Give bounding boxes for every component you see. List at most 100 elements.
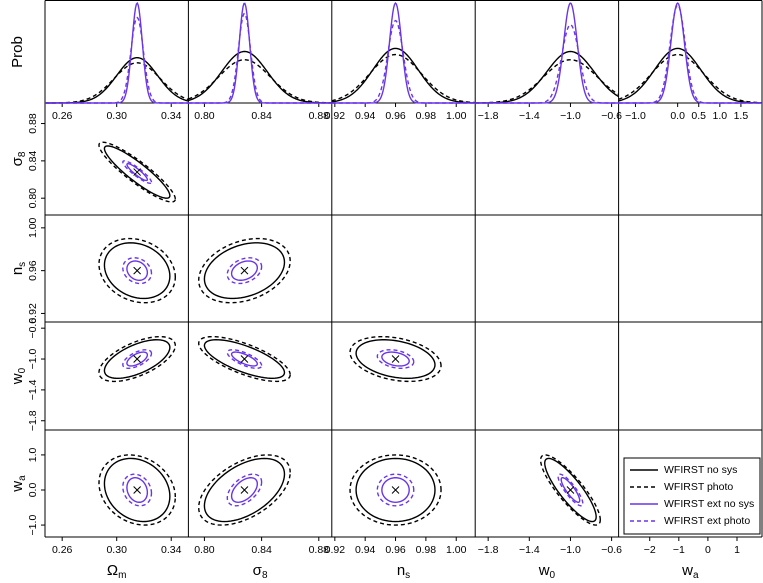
x-tick-label: 0.94 — [355, 544, 376, 556]
marginal-curve — [188, 12, 332, 104]
x-axis-label: w0 — [538, 562, 556, 581]
x-axis-label: σ8 — [253, 562, 268, 581]
contour — [103, 145, 171, 199]
fiducial-marker — [240, 486, 249, 494]
x-tick-label: 0.0 — [670, 110, 685, 122]
legend-label: WFIRST no sys — [664, 464, 737, 476]
axis-subscript: s — [17, 262, 28, 267]
contour — [122, 257, 153, 285]
contour — [226, 349, 263, 369]
fiducial-marker — [391, 355, 400, 363]
contour — [376, 473, 415, 507]
x-tick-label: 0.34 — [161, 110, 182, 122]
x-tick-label: −1.8 — [478, 110, 499, 122]
contour — [230, 260, 259, 281]
fiducial-stroke — [133, 486, 142, 494]
fiducial-marker — [133, 486, 142, 494]
fiducial-stroke — [133, 168, 142, 176]
marginal-curve — [331, 47, 476, 104]
axis-symbol: n — [397, 562, 405, 579]
x-tick-label: 0.30 — [106, 110, 127, 122]
x-tick-label: 0.98 — [416, 110, 437, 122]
contour — [122, 160, 153, 184]
contour — [557, 473, 584, 507]
x-tick-label: 1.00 — [446, 110, 467, 122]
fiducial-stroke — [133, 355, 142, 363]
contour — [544, 457, 597, 523]
marginal-curve — [44, 62, 189, 104]
axis-subscript: 0 — [17, 367, 28, 373]
x-tick-label: 0.26 — [52, 544, 73, 556]
y-axis-label: wa — [9, 475, 28, 493]
y-tick-label: −1.0 — [27, 349, 39, 370]
axis-symbol: n — [9, 267, 26, 275]
x-tick-label: 0.98 — [416, 544, 437, 556]
contour — [122, 473, 153, 507]
axis-symbol: σ — [9, 156, 26, 166]
marginal-curve — [188, 50, 332, 104]
x-tick-label: 0.5 — [691, 110, 706, 122]
x-axis-label: ns — [397, 562, 410, 581]
marginal-curve — [45, 56, 189, 104]
y-tick-label: 1.00 — [27, 217, 39, 238]
x-tick-label: −1.0 — [560, 544, 581, 556]
fiducial-marker — [391, 486, 400, 494]
contour — [203, 242, 286, 300]
contour — [103, 242, 171, 300]
y-tick-label: 0.88 — [27, 113, 39, 134]
legend-label: WFIRST ext photo — [664, 515, 750, 527]
x-tick-label: 0.88 — [309, 110, 330, 122]
y-tick-label: −1.4 — [27, 379, 39, 400]
y-axis-label: σ8 — [9, 151, 28, 166]
x-tick-label: −1.0 — [625, 110, 646, 122]
marginal-curve — [475, 24, 619, 104]
x-axis-label: wa — [681, 562, 699, 581]
y-tick-label: −1.0 — [27, 515, 39, 536]
marginal-curve — [475, 2, 619, 104]
contour — [560, 477, 581, 503]
x-tick-label: 1.0 — [713, 110, 728, 122]
contour — [98, 454, 177, 526]
contour — [126, 260, 149, 281]
fiducial-marker — [133, 168, 142, 176]
fiducial-stroke — [240, 266, 249, 275]
axis-symbol: w — [9, 481, 26, 493]
axis-subscript: 0 — [550, 570, 556, 581]
x-tick-label: 0.80 — [194, 544, 215, 556]
x-tick-label: 0.88 — [309, 544, 330, 556]
axis-subscript: m — [118, 570, 126, 581]
marginal-curve — [45, 16, 189, 104]
axis-symbol: w — [681, 562, 693, 579]
x-tick-label: −1.4 — [519, 110, 540, 122]
x-tick-label: −1.8 — [478, 544, 499, 556]
contour — [126, 477, 149, 503]
x-tick-label: 0.94 — [355, 110, 376, 122]
y-tick-label: 0.92 — [27, 303, 39, 324]
axis-symbol: w — [538, 562, 550, 579]
contour — [98, 335, 177, 383]
x-tick-label: 0 — [705, 544, 711, 556]
fiducial-stroke — [133, 266, 142, 275]
fiducial-marker — [133, 355, 142, 363]
marginal-curve — [475, 59, 619, 104]
x-tick-label: −0.6 — [601, 110, 622, 122]
x-tick-label: 0.30 — [106, 544, 127, 556]
y-tick-label: −0.6 — [27, 318, 39, 339]
contour — [103, 457, 171, 523]
y-tick-label: 0.84 — [27, 150, 39, 171]
contour — [98, 141, 177, 203]
marginal-curve — [331, 19, 476, 104]
contour — [381, 351, 410, 367]
x-tick-label: −1 — [673, 544, 685, 556]
x-tick-label: 0.84 — [251, 110, 272, 122]
contour — [103, 339, 171, 380]
contour — [381, 477, 410, 503]
fiducial-marker — [240, 355, 249, 363]
contour — [197, 237, 291, 304]
fiducial-stroke — [391, 355, 400, 363]
contour — [230, 351, 259, 367]
x-axis-label: Ωm — [107, 562, 127, 581]
y-tick-label: 0.96 — [27, 260, 39, 281]
fiducial-stroke — [391, 486, 400, 494]
